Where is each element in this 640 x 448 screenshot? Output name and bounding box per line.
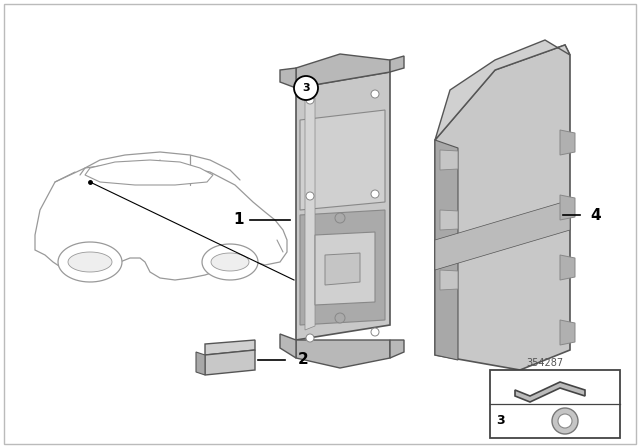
Circle shape <box>558 414 572 428</box>
Polygon shape <box>390 340 404 358</box>
Polygon shape <box>325 253 360 285</box>
Polygon shape <box>85 160 213 185</box>
Bar <box>490 370 620 438</box>
Text: 3: 3 <box>496 414 504 427</box>
Circle shape <box>552 408 578 434</box>
Text: 4: 4 <box>590 207 600 223</box>
Circle shape <box>371 328 379 336</box>
Polygon shape <box>300 110 385 210</box>
Polygon shape <box>435 140 458 360</box>
Circle shape <box>306 96 314 104</box>
Polygon shape <box>58 242 122 282</box>
Polygon shape <box>305 98 315 330</box>
Polygon shape <box>560 195 575 220</box>
Circle shape <box>371 90 379 98</box>
Polygon shape <box>296 340 390 368</box>
Polygon shape <box>280 334 296 358</box>
Circle shape <box>335 213 345 223</box>
Polygon shape <box>315 232 375 305</box>
Polygon shape <box>280 68 296 88</box>
Text: 3: 3 <box>302 83 310 93</box>
Polygon shape <box>560 255 575 280</box>
Polygon shape <box>435 45 570 370</box>
Polygon shape <box>435 200 570 270</box>
Polygon shape <box>196 352 205 375</box>
Circle shape <box>335 313 345 323</box>
Polygon shape <box>560 130 575 155</box>
Text: 354287: 354287 <box>527 358 564 368</box>
Polygon shape <box>515 382 585 402</box>
Circle shape <box>306 334 314 342</box>
Polygon shape <box>35 162 287 280</box>
Polygon shape <box>205 340 255 355</box>
Polygon shape <box>435 40 570 140</box>
Circle shape <box>306 192 314 200</box>
Circle shape <box>371 190 379 198</box>
Text: 2: 2 <box>298 353 308 367</box>
Circle shape <box>294 76 318 100</box>
Polygon shape <box>211 253 249 271</box>
Polygon shape <box>440 150 458 170</box>
Polygon shape <box>205 350 255 375</box>
Polygon shape <box>390 56 404 72</box>
Polygon shape <box>296 54 390 88</box>
Polygon shape <box>68 252 112 272</box>
Polygon shape <box>202 244 258 280</box>
Polygon shape <box>440 210 458 230</box>
Polygon shape <box>560 320 575 345</box>
Polygon shape <box>296 72 390 340</box>
Polygon shape <box>440 270 458 290</box>
Polygon shape <box>300 210 385 325</box>
Text: 1: 1 <box>234 212 244 228</box>
